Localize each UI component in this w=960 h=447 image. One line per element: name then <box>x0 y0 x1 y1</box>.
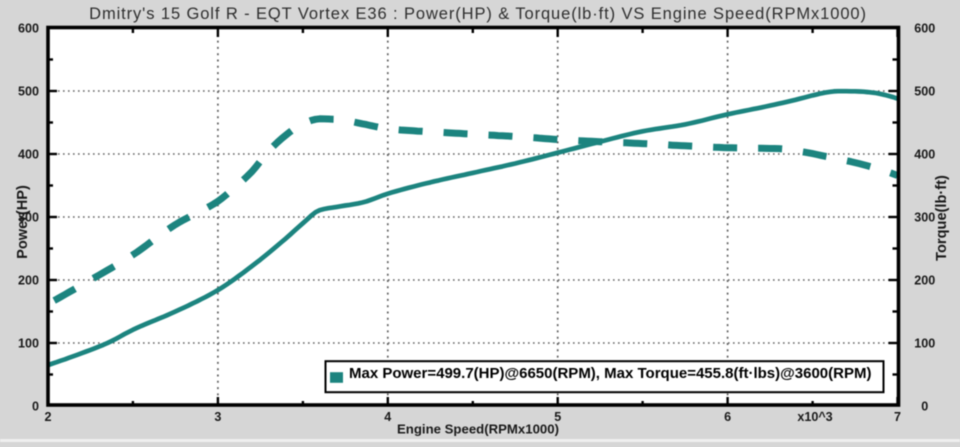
svg-text:500: 500 <box>18 84 39 98</box>
svg-text:3: 3 <box>214 410 221 424</box>
svg-text:300: 300 <box>914 210 935 224</box>
svg-text:200: 200 <box>18 273 39 287</box>
svg-text:Max Power=499.7(HP)@6650(RPM),: Max Power=499.7(HP)@6650(RPM), Max Torqu… <box>349 365 871 382</box>
svg-text:5: 5 <box>554 410 561 424</box>
svg-text:200: 200 <box>914 273 935 287</box>
svg-text:x10^3: x10^3 <box>797 410 832 424</box>
svg-text:0: 0 <box>921 399 928 413</box>
svg-text:400: 400 <box>18 147 39 161</box>
svg-text:300: 300 <box>18 210 39 224</box>
svg-text:Torque(lb·ft): Torque(lb·ft) <box>934 175 950 261</box>
svg-text:400: 400 <box>914 147 935 161</box>
svg-text:7: 7 <box>894 410 901 424</box>
svg-text:500: 500 <box>914 84 935 98</box>
svg-text:Dmitry's 15 Golf R - EQT Vorte: Dmitry's 15 Golf R - EQT Vortex E36 : Po… <box>89 5 867 23</box>
svg-text:600: 600 <box>18 21 39 35</box>
svg-text:2: 2 <box>44 410 51 424</box>
svg-text:Engine Speed(RPMx1000): Engine Speed(RPMx1000) <box>397 422 559 437</box>
svg-text:4: 4 <box>384 410 391 424</box>
svg-text:0: 0 <box>32 399 39 413</box>
svg-text:600: 600 <box>914 21 935 35</box>
svg-text:6: 6 <box>724 410 731 424</box>
svg-text:100: 100 <box>18 336 39 350</box>
svg-text:100: 100 <box>914 336 935 350</box>
svg-text:Power(HP): Power(HP) <box>15 185 31 259</box>
